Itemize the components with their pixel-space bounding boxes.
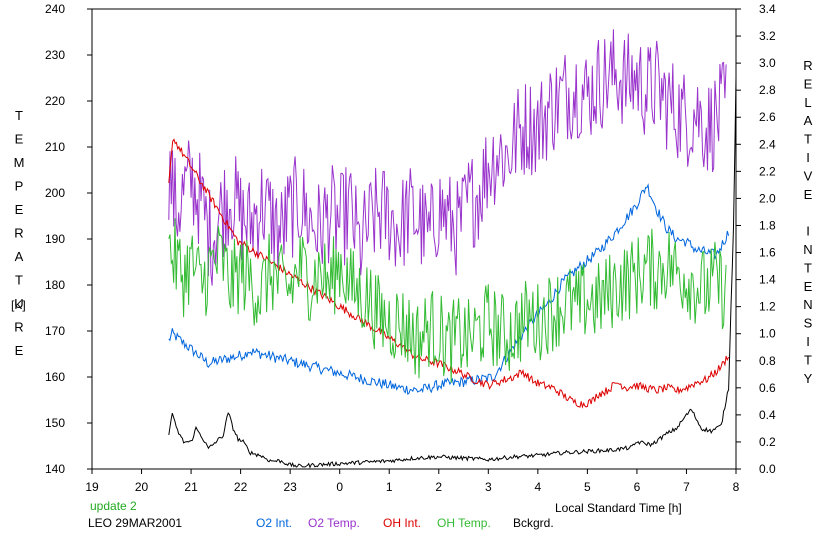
right-axis-title-letter: N <box>803 297 812 312</box>
x-tick-label: 2 <box>435 480 442 494</box>
x-tick-label: 20 <box>135 480 149 494</box>
left-y-tick-label: 230 <box>45 48 65 62</box>
right-y-tick-label: 2.2 <box>759 164 776 178</box>
right-axis-title-letter: A <box>804 113 813 128</box>
right-y-tick-label: 1.6 <box>759 246 776 260</box>
legend-item: OH Temp. <box>437 516 491 530</box>
left-axis-title-letter: T <box>15 108 23 123</box>
series-line-oh-int <box>168 138 730 409</box>
x-tick-label: 21 <box>184 480 198 494</box>
right-y-tick-label: 2.0 <box>759 191 776 205</box>
right-axis-title-letter: N <box>803 242 812 257</box>
left-y-tick-label: 180 <box>45 278 65 292</box>
tick-layer: 19 20 21 22 23 0 1 2 3 4 5 6 7 8140150160170180190200… <box>45 2 776 494</box>
right-axis-title-letter: S <box>804 316 813 331</box>
left-y-tick-label: 170 <box>45 324 65 338</box>
left-y-tick-label: 220 <box>45 94 65 108</box>
left-y-tick-label: 160 <box>45 370 65 384</box>
right-axis-title-letter: Y <box>804 371 813 386</box>
legend-item: OH Int. <box>383 516 422 530</box>
right-y-tick-label: 2.4 <box>759 137 776 151</box>
left-axis-title-letter: T <box>15 273 23 288</box>
right-y-tick-label: 2.6 <box>759 110 776 124</box>
x-tick-label: 4 <box>535 480 542 494</box>
left-axis-title-letter: E <box>15 202 24 217</box>
right-y-tick-label: 1.2 <box>759 300 776 314</box>
series-line-o2-int <box>168 183 730 396</box>
x-tick-label: 5 <box>584 480 591 494</box>
x-tick-label: 7 <box>683 480 690 494</box>
left-y-tick-label: 150 <box>45 416 65 430</box>
left-y-tick-label: 240 <box>45 2 65 16</box>
right-axis-title-letter: T <box>804 352 812 367</box>
right-y-tick-label: 0.6 <box>759 381 776 395</box>
right-axis-title-letter: I <box>806 224 810 239</box>
series-layer <box>168 29 737 469</box>
left-y-tick-label: 200 <box>45 186 65 200</box>
right-axis-title-letter: E <box>804 279 813 294</box>
right-axis-title-letter: R <box>803 58 812 73</box>
right-axis-title-letter: I <box>806 334 810 349</box>
right-y-tick-label: 0.8 <box>759 354 776 368</box>
series-line-bckgrd <box>168 77 737 469</box>
left-axis-title-letter: A <box>15 249 24 264</box>
right-axis-title-letter: T <box>804 132 812 147</box>
legend-item: O2 Int. <box>256 516 293 530</box>
left-axis-title-letter: U <box>14 296 23 311</box>
series-line-oh-temp <box>168 218 727 383</box>
right-y-tick-label: 0.0 <box>759 462 776 476</box>
legend-item: Bckgrd. <box>513 516 554 530</box>
right-y-tick-label: 2.8 <box>759 83 776 97</box>
x-tick-label: 3 <box>485 480 492 494</box>
right-axis-title-letter: L <box>804 95 811 110</box>
right-y-tick-label: 1.4 <box>759 273 776 287</box>
right-y-tick-label: 0.4 <box>759 408 776 422</box>
left-axis-unit: [K] <box>11 298 26 312</box>
x-tick-label: 6 <box>634 480 641 494</box>
right-axis-title-letter: V <box>804 168 813 183</box>
series-line-o2-temp <box>168 29 727 286</box>
x-tick-label: 22 <box>234 480 248 494</box>
right-y-tick-label: 0.2 <box>759 435 776 449</box>
right-axis-title-letter: E <box>804 187 813 202</box>
left-axis-title-letter: M <box>14 155 25 170</box>
left-axis-title-letter: E <box>15 343 24 358</box>
left-axis-title-letter: R <box>14 226 23 241</box>
x-tick-label: 1 <box>386 480 393 494</box>
left-axis-title-letter: E <box>15 132 24 147</box>
left-y-tick-label: 210 <box>45 140 65 154</box>
left-axis-title-letter: R <box>14 320 23 335</box>
right-y-tick-label: 3.0 <box>759 56 776 70</box>
right-y-tick-label: 3.4 <box>759 2 776 16</box>
legend-item: O2 Temp. <box>308 516 360 530</box>
right-axis-title-letter: E <box>804 76 813 91</box>
update-label: update 2 <box>90 499 137 513</box>
x-axis-title: Local Standard Time [h] <box>555 501 682 515</box>
left-y-tick-label: 190 <box>45 232 65 246</box>
left-axis-title-letter: P <box>15 179 24 194</box>
right-y-tick-label: 1.8 <box>759 218 776 232</box>
x-tick-label: 0 <box>336 480 343 494</box>
left-y-tick-label: 140 <box>45 462 65 476</box>
right-y-tick-label: 3.2 <box>759 29 776 43</box>
right-axis-title-letter: T <box>804 260 812 275</box>
station-date-label: LEO 29MAR2001 <box>88 516 183 530</box>
right-y-tick-label: 1.0 <box>759 327 776 341</box>
right-axis-title-letter: I <box>806 150 810 165</box>
x-tick-label: 8 <box>733 480 740 494</box>
x-tick-label: 23 <box>283 480 297 494</box>
x-tick-label: 19 <box>85 480 99 494</box>
